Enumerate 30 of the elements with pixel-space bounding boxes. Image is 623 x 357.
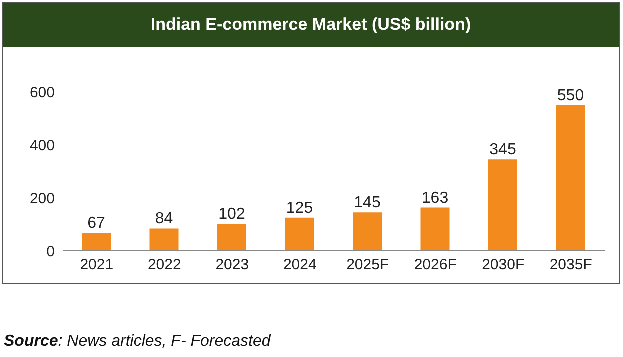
data-label: 84 bbox=[155, 210, 174, 228]
x-tick-label: 2026F bbox=[414, 256, 457, 274]
data-label: 67 bbox=[88, 215, 106, 232]
bar bbox=[353, 212, 382, 251]
bar bbox=[150, 228, 179, 251]
data-label: 125 bbox=[286, 200, 314, 217]
y-tick-label: 400 bbox=[30, 137, 55, 154]
data-label: 163 bbox=[422, 190, 449, 207]
bar bbox=[82, 233, 111, 251]
data-label: 102 bbox=[218, 206, 246, 223]
x-tick-label: 2024 bbox=[283, 256, 317, 274]
data-label: 145 bbox=[354, 194, 381, 212]
x-tick-label: 2025F bbox=[346, 256, 390, 274]
data-label: 550 bbox=[557, 87, 584, 104]
bar bbox=[488, 160, 518, 251]
x-tick-label: 2023 bbox=[216, 256, 250, 274]
y-tick-label: 0 bbox=[46, 243, 55, 260]
bar bbox=[420, 208, 450, 251]
source-note: Source: News articles, F- Forecasted bbox=[4, 333, 271, 350]
x-tick-label: 2035F bbox=[550, 256, 592, 274]
data-label: 345 bbox=[490, 142, 516, 159]
y-tick-label: 200 bbox=[30, 190, 55, 208]
bar bbox=[285, 218, 314, 251]
bar bbox=[556, 105, 586, 251]
y-tick-label: 600 bbox=[30, 84, 55, 102]
x-tick-label: 2030F bbox=[482, 256, 525, 274]
bar bbox=[218, 224, 246, 251]
x-tick-label: 2021 bbox=[80, 256, 114, 274]
chart-title: Indian E-commerce Market (US$ billion) bbox=[3, 3, 619, 47]
x-tick-label: 2022 bbox=[148, 256, 182, 274]
